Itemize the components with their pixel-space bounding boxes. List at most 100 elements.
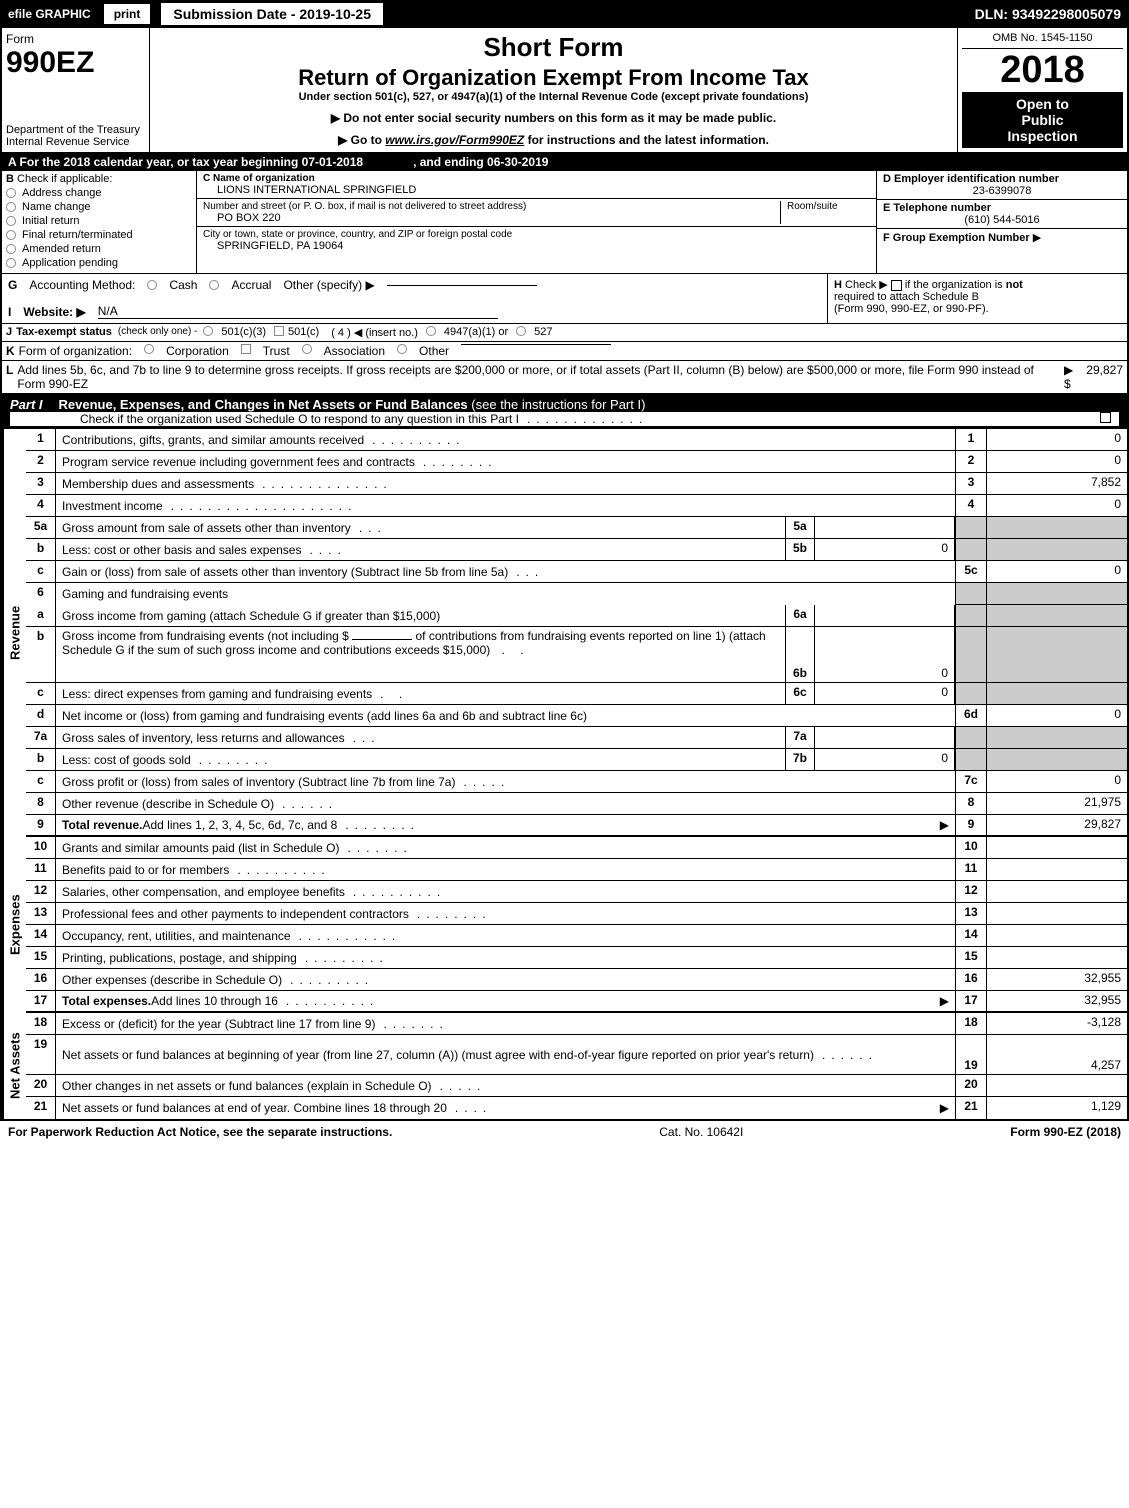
other-specify-input[interactable] [387,285,537,286]
fundraising-amount-input[interactable] [352,639,412,640]
inspection: Inspection [966,128,1119,144]
goto-prefix: ▶ Go to [338,133,385,147]
part1-label: Part I [10,397,43,412]
shaded-cell [955,605,987,626]
501c-insert: ( 4 ) ◀ (insert no.) [331,326,418,339]
4947-radio[interactable] [426,326,436,336]
section-gi: G Accounting Method: Cash Accrual Other … [2,274,827,323]
net-assets-section: Net Assets 18 Excess or (deficit) for th… [2,1013,1127,1119]
city-row: City or town, state or province, country… [197,227,876,254]
line-14-amt [987,925,1127,946]
schedule-b-checkbox[interactable] [891,280,902,291]
line-5b-mid: 5b [785,539,815,560]
print-button[interactable]: print [103,3,152,25]
line-19-amt: 4,257 [987,1035,1127,1074]
trust-label: Trust [263,344,290,358]
dots: ...... [282,797,949,811]
line-6c-midval: 0 [815,683,955,704]
assoc-radio[interactable] [302,344,312,354]
name-change-label: Name change [22,201,91,213]
accrual-radio[interactable] [209,280,219,290]
shaded-cell [987,539,1127,560]
street-label: Number and street (or P. O. box, if mail… [203,201,780,212]
part1-subtitle: (see the instructions for Part I) [471,397,645,412]
line-9-num: 9 [26,815,56,835]
line-5c-desc: Gain or (loss) from sale of assets other… [62,565,508,579]
dots: ......... [290,973,949,987]
line-7c-desc: Gross profit or (loss) from sales of inv… [62,775,455,789]
address-change-label: Address change [22,187,102,199]
final-return-radio[interactable] [6,230,16,240]
line-16-desc: Other expenses (describe in Schedule O) [62,973,282,987]
line-7c: c Gross profit or (loss) from sales of i… [26,771,1127,793]
f-arrow: ▶ [1033,232,1041,244]
trust-checkbox[interactable] [241,344,251,354]
public: Public [966,112,1119,128]
line-9-amt: 29,827 [987,815,1127,835]
open-to: Open to [966,96,1119,112]
application-pending-radio[interactable] [6,258,16,268]
line-6c-num: c [26,683,56,704]
line-9: 9 Total revenue. Add lines 1, 2, 3, 4, 5… [26,815,1127,837]
line-7b: b Less: cost of goods sold........ 7b 0 [26,749,1127,771]
line-15-amt [987,947,1127,968]
dots: ...... [822,1048,949,1062]
line-3: 3 Membership dues and assessments.......… [26,473,1127,495]
line-17-desc: Total expenses. [62,994,151,1008]
line-20-desc: Other changes in net assets or fund bala… [62,1079,432,1093]
ssn-warning: ▶ Do not enter social security numbers o… [158,111,949,125]
501c3-radio[interactable] [203,326,213,336]
line-7b-num: b [26,749,56,770]
corp-radio[interactable] [144,344,154,354]
header-bar: efile GRAPHIC print Submission Date - 20… [0,0,1129,28]
dots: ........ [345,818,940,832]
line-11-num: 11 [26,859,56,880]
line-14: 14 Occupancy, rent, utilities, and maint… [26,925,1127,947]
line-17-ref: 17 [955,991,987,1011]
shaded-cell [955,749,987,770]
revenue-section: Revenue 1 Contributions, gifts, grants, … [2,429,1127,837]
dots: ........ [423,455,949,469]
other-org-radio[interactable] [397,344,407,354]
submission-date: Submission Date - 2019-10-25 [159,1,385,27]
address-change-radio[interactable] [6,188,16,198]
initial-return-radio[interactable] [6,216,16,226]
gross-receipts: 29,827 [1086,363,1123,377]
line-10-ref: 10 [955,837,987,858]
other-org-input[interactable] [461,344,611,345]
line-14-num: 14 [26,925,56,946]
dots: ............. [527,412,1100,426]
dept-treasury: Department of the Treasury [6,124,145,136]
line-6c-desc: Less: direct expenses from gaming and fu… [62,687,372,701]
title-section: Form 990EZ Department of the Treasury In… [2,28,1127,153]
line-5c-ref: 5c [955,561,987,582]
ein-value: 23-6399078 [883,185,1121,197]
form-box: Form 990EZ Department of the Treasury In… [2,28,150,152]
line-15-desc: Printing, publications, postage, and shi… [62,951,297,965]
irs-link[interactable]: www.irs.gov/Form990EZ [385,133,524,147]
schedule-o-checkbox[interactable] [1100,412,1111,423]
line-21-amt: 1,129 [987,1097,1127,1119]
line-6c-mid: 6c [785,683,815,704]
line-2-amt: 0 [987,451,1127,472]
line-7c-ref: 7c [955,771,987,792]
line-6a: a Gross income from gaming (attach Sched… [26,605,1127,627]
group-exemption-row: F Group Exemption Number ▶ [877,229,1127,246]
line-8-num: 8 [26,793,56,814]
name-change-radio[interactable] [6,202,16,212]
period-start: A For the 2018 calendar year, or tax yea… [8,155,363,169]
assoc-label: Association [324,344,385,358]
efile-label: efile GRAPHIC [0,7,99,21]
amended-return-radio[interactable] [6,244,16,254]
527-radio[interactable] [516,326,526,336]
line-1-desc: Contributions, gifts, grants, and simila… [62,433,364,447]
f-label: F Group Exemption Number [883,232,1030,244]
line-3-desc: Membership dues and assessments [62,477,254,491]
dots: ....... [383,1017,949,1031]
line-7b-midval: 0 [815,749,955,770]
line-21-ref: 21 [955,1097,987,1119]
section-i: I Website: ▶ N/A [8,304,821,319]
cash-radio[interactable] [147,280,157,290]
h-forms: (Form 990, 990-EZ, or 990-PF). [834,303,1121,315]
501c-checkbox[interactable] [274,326,284,336]
